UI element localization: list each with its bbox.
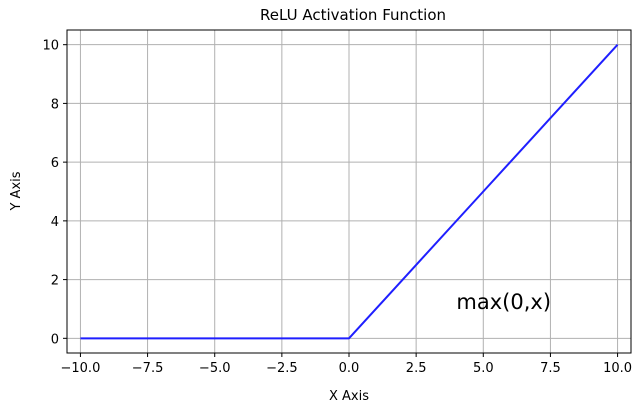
x-tick-label: 5.0 (473, 361, 494, 376)
x-tick-label: −10.0 (61, 361, 101, 376)
chart-title: ReLU Activation Function (260, 6, 446, 24)
y-tick-label: 4 (51, 215, 59, 230)
x-ticks: −10.0 −7.5 −5.0 −2.5 0.0 2.5 5.0 7.5 10.0 (61, 353, 632, 376)
x-tick-label: −5.0 (199, 361, 231, 376)
x-tick-label: −7.5 (132, 361, 164, 376)
y-tick-label: 0 (51, 332, 59, 347)
y-ticks: 0 2 4 6 8 10 (42, 39, 67, 347)
relu-series-line (80, 44, 619, 340)
x-tick-label: 10.0 (603, 361, 632, 376)
x-tick-label: 7.5 (540, 361, 561, 376)
y-tick-label: 10 (42, 39, 59, 54)
annotations-layer: max(0,x) (456, 290, 551, 314)
y-tick-label: 2 (51, 274, 59, 289)
y-tick-label: 8 (51, 97, 59, 112)
x-tick-label: 0.0 (339, 361, 360, 376)
x-tick-label: 2.5 (406, 361, 427, 376)
x-tick-label: −2.5 (266, 361, 298, 376)
x-axis-label: X Axis (329, 389, 369, 404)
annotation-text: max(0,x) (456, 290, 551, 314)
y-axis-label: Y Axis (9, 171, 24, 211)
y-tick-label: 6 (51, 156, 59, 171)
grid (67, 30, 631, 353)
series-layer (80, 44, 619, 340)
